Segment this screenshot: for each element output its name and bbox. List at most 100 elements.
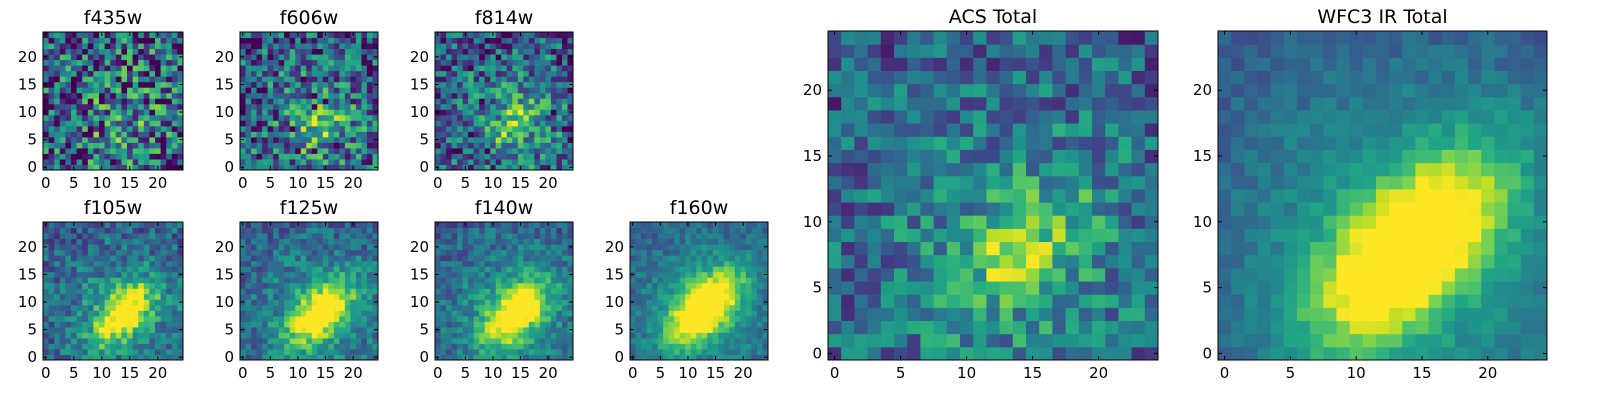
heatmap-cell [284, 70, 291, 77]
heatmap-cell [517, 288, 524, 295]
heatmap-cell [306, 48, 313, 55]
heatmap-cell [745, 238, 752, 245]
heatmap-cell [65, 32, 72, 39]
heatmap-cell [517, 348, 524, 355]
heatmap-cell [501, 48, 508, 55]
heatmap-cell [440, 255, 447, 262]
heatmap-cell [550, 227, 557, 234]
heatmap-cell [333, 32, 340, 39]
heatmap-cell [278, 120, 285, 127]
heatmap-cell [177, 348, 184, 355]
heatmap-cell [451, 282, 458, 289]
heatmap-cell [48, 142, 55, 149]
heatmap-cell [473, 98, 480, 105]
heatmap-cell [65, 59, 72, 66]
heatmap-cell [1078, 294, 1093, 308]
heatmap-cell [284, 103, 291, 110]
heatmap-cell [668, 332, 675, 339]
x-tick-label: 10 [288, 364, 307, 382]
heatmap-cell [556, 98, 563, 105]
heatmap-cell [289, 70, 296, 77]
heatmap-cell [841, 267, 855, 282]
heatmap-cell [920, 254, 935, 269]
heatmap-cell [317, 332, 324, 339]
heatmap-cell [685, 271, 692, 278]
heatmap-cell [740, 326, 747, 333]
heatmap-cell [317, 227, 324, 234]
heatmap-cell [317, 238, 324, 245]
heatmap-cell [641, 310, 648, 317]
heatmap-cell [339, 354, 346, 361]
heatmap-cell [490, 343, 497, 350]
heatmap-cell [43, 315, 50, 322]
heatmap-cell [501, 81, 508, 88]
heatmap-cell [701, 315, 708, 322]
heatmap-cell [256, 65, 263, 72]
heatmap-cell [457, 277, 464, 284]
heatmap-cell [59, 288, 66, 295]
heatmap-cell [523, 48, 530, 55]
heatmap-cell [457, 153, 464, 160]
heatmap-cell [87, 98, 94, 105]
heatmap-cell [256, 348, 263, 355]
heatmap-cell [556, 81, 563, 88]
heatmap-cell [473, 304, 480, 311]
heatmap-cell [149, 131, 156, 138]
heatmap-cell [284, 164, 291, 171]
heatmap-cell [256, 288, 263, 295]
heatmap-cell [322, 70, 329, 77]
heatmap-cell [663, 277, 670, 284]
heatmap-cell [115, 266, 122, 273]
heatmap-cell [289, 255, 296, 262]
heatmap-cell [54, 299, 61, 306]
heatmap-cell [523, 255, 530, 262]
heatmap-cell [171, 142, 178, 149]
heatmap-cell [127, 343, 134, 350]
heatmap-cell [685, 227, 692, 234]
heatmap-cell [933, 228, 948, 243]
heatmap-cell [473, 164, 480, 171]
heatmap-cell [556, 326, 563, 333]
heatmap-cell [160, 109, 167, 116]
heatmap-cell [166, 244, 173, 251]
heatmap-cell [115, 238, 122, 245]
heatmap-cell [451, 354, 458, 361]
heatmap-cell [54, 92, 61, 99]
heatmap-cell [539, 260, 546, 267]
heatmap-cell [501, 315, 508, 322]
heatmap-cell [155, 343, 162, 350]
heatmap-cell [751, 321, 758, 328]
heatmap-cell [523, 277, 530, 284]
heatmap-cell [495, 54, 502, 61]
heatmap-cell [473, 65, 480, 72]
heatmap-cell [473, 288, 480, 295]
heatmap-cell [528, 343, 535, 350]
heatmap-cell [361, 337, 368, 344]
heatmap-cell [674, 271, 681, 278]
heatmap-cell [284, 310, 291, 317]
heatmap-cell [440, 348, 447, 355]
heatmap-cell [104, 147, 111, 154]
heatmap-cell [361, 131, 368, 138]
heatmap-cell [534, 142, 541, 149]
heatmap-cell [679, 348, 686, 355]
heatmap-cell [545, 142, 552, 149]
heatmap-cell [457, 233, 464, 240]
x-tick-label: 0 [628, 364, 638, 382]
heatmap-cell [322, 37, 329, 44]
heatmap-cell [646, 277, 653, 284]
heatmap-cell [43, 153, 50, 160]
heatmap-cell [828, 333, 842, 348]
heatmap-cell [556, 103, 563, 110]
x-tick-label: 20 [539, 174, 558, 192]
heatmap-cell [333, 299, 340, 306]
heatmap-cell [54, 271, 61, 278]
heatmap-cell [143, 304, 150, 311]
heatmap-cell [306, 87, 313, 94]
heatmap-cell [556, 293, 563, 300]
heatmap-cell [550, 337, 557, 344]
heatmap-cell [251, 249, 258, 256]
heatmap-cell [71, 271, 78, 278]
heatmap-cell [43, 59, 50, 66]
